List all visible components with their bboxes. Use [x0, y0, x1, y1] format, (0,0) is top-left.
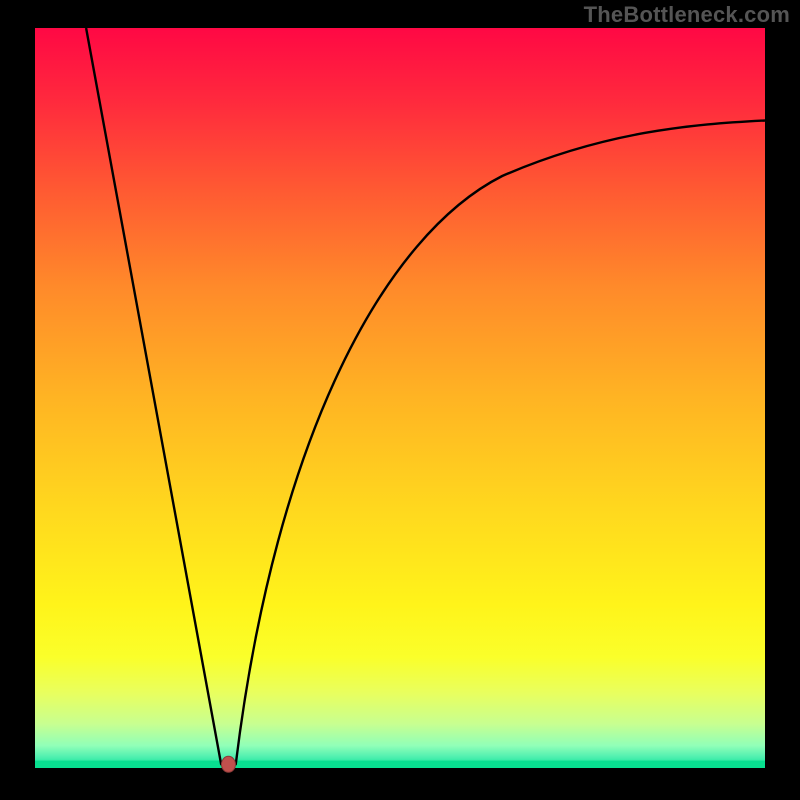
chart-container: { "watermark": { "text": "TheBottleneck.…	[0, 0, 800, 800]
chart-svg	[0, 0, 800, 800]
plot-background	[35, 28, 765, 768]
plot-bottom-band	[35, 761, 765, 768]
plot-area	[35, 28, 765, 772]
watermark-text: TheBottleneck.com	[584, 2, 790, 28]
valley-marker	[221, 756, 235, 772]
